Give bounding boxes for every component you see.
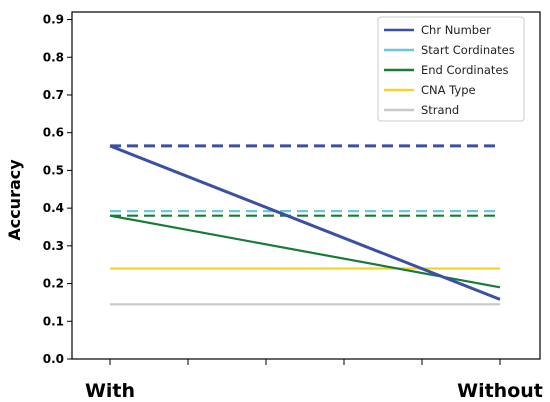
y-tick-label: 0.1 xyxy=(43,314,64,328)
x-tick-label-without: Without xyxy=(457,380,543,402)
axes xyxy=(71,11,541,360)
x-axis: With Without xyxy=(85,359,543,402)
y-tick-label: 0.4 xyxy=(43,201,64,215)
series-line-chr-number xyxy=(109,144,501,301)
x-tick-label-with: With xyxy=(85,380,135,402)
y-tick-label: 0.5 xyxy=(43,163,64,177)
y-tick-label: 0.0 xyxy=(43,352,64,366)
legend-label-end-cordinates: End Cordinates xyxy=(421,63,509,77)
legend-label-strand: Strand xyxy=(421,103,459,117)
legend-label-chr-number: Chr Number xyxy=(421,23,491,37)
y-tick-label: 0.9 xyxy=(43,13,64,27)
y-tick-label: 0.7 xyxy=(43,88,64,102)
y-tick-label: 0.3 xyxy=(43,239,64,253)
y-tick-label: 0.8 xyxy=(43,50,64,64)
y-axis: 0.0 0.1 0.2 0.3 0.4 0.5 0.6 0.7 0.8 0.9 xyxy=(43,13,72,366)
y-axis-title: Accuracy xyxy=(5,159,24,241)
y-tick-label: 0.6 xyxy=(43,126,64,140)
legend-label-start-cordinates: Start Cordinates xyxy=(421,43,515,57)
series-layer xyxy=(109,144,501,306)
legend-box xyxy=(377,16,525,122)
legend: Chr Number Start Cordinates End Cordinates… xyxy=(377,16,525,122)
y-tick-label: 0.2 xyxy=(43,277,64,291)
legend-label-cna-type: CNA Type xyxy=(421,83,476,97)
plot-frame xyxy=(71,11,541,360)
